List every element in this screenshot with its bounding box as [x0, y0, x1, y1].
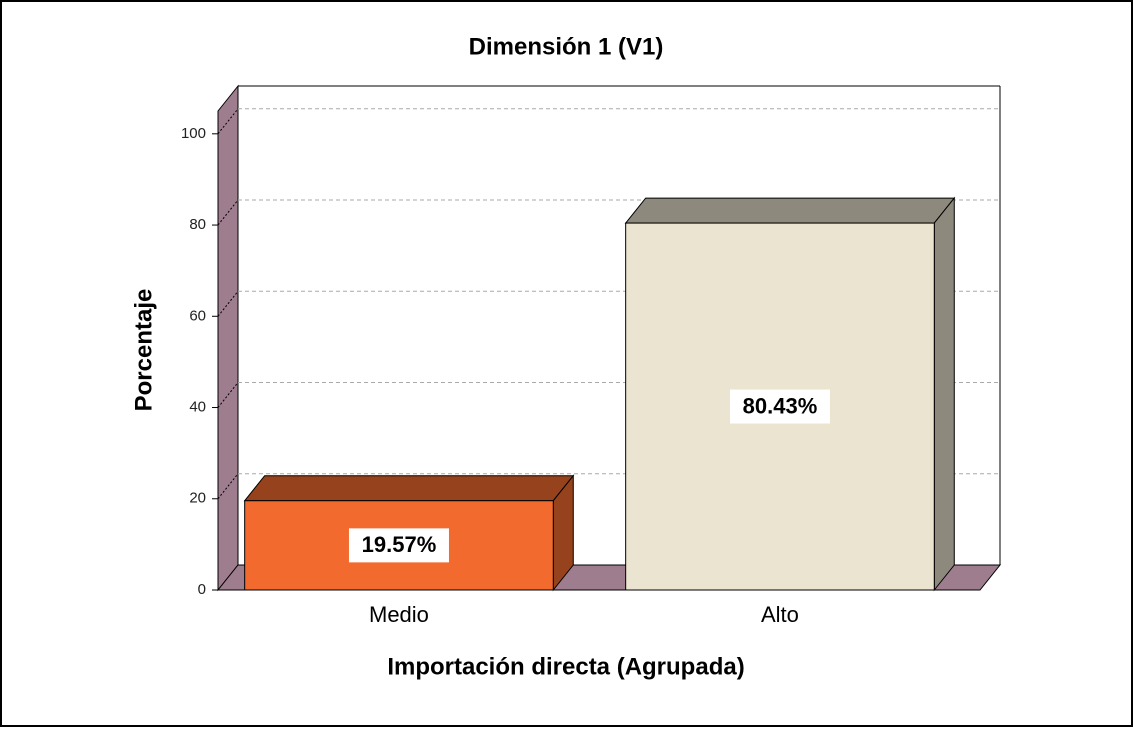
- y-tick-label: 40: [189, 398, 206, 415]
- data-label: 19.57%: [362, 532, 437, 557]
- grid-line-side: [217, 473, 239, 500]
- chart-title: Dimensión 1 (V1): [469, 33, 664, 60]
- y-tick-label: 0: [198, 581, 206, 598]
- grid-line-side: [217, 382, 239, 408]
- bar-top: [624, 197, 956, 224]
- data-label-box: [348, 528, 449, 563]
- bar-top: [243, 475, 575, 502]
- y-tick-label: 80: [189, 216, 206, 233]
- y-tick-label: 100: [181, 125, 206, 142]
- y-tick-label: 60: [189, 307, 206, 324]
- y-tick-label: 20: [189, 490, 206, 507]
- data-label: 80.43%: [743, 393, 818, 418]
- grid-line-side: [217, 108, 239, 135]
- y-axis-title: Porcentaje: [130, 289, 157, 412]
- grid-line-side: [217, 199, 239, 226]
- bar-side: [933, 196, 955, 592]
- data-label-box: [729, 389, 830, 424]
- x-tick-label: Medio: [369, 602, 429, 627]
- x-axis-title: Importación directa (Agrupada): [387, 653, 744, 680]
- grid-line-side: [217, 290, 239, 317]
- x-tick-label: Alto: [761, 602, 799, 627]
- side-wall: [217, 84, 239, 592]
